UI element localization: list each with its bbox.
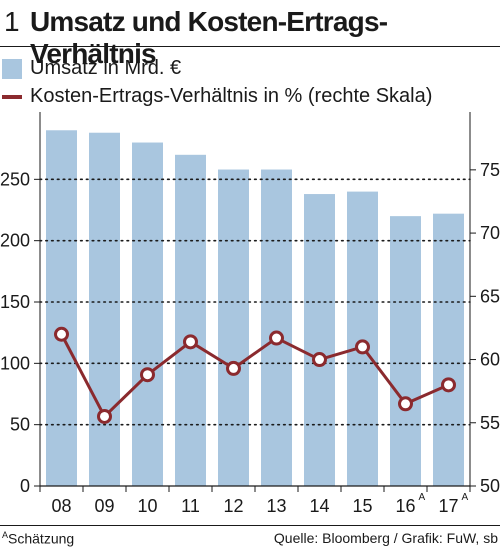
x-tick-label-08: 08 — [51, 496, 71, 516]
chart-plot: 0 50 100 150 200 250 50 55 60 65 70 75 08 09 10 11 12 13 1… — [0, 112, 500, 516]
left-tick-label-150: 150 — [0, 292, 30, 312]
legend-line-label: Kosten-Ertrags-Verhältnis in % (rechte S… — [30, 85, 433, 107]
line-point-12 — [226, 360, 241, 376]
x-tick-superscript-16: A — [419, 492, 426, 503]
x-tick-label-14: 14 — [309, 496, 329, 516]
footnote-text: Schätzung — [8, 530, 75, 547]
line-point-13 — [269, 330, 284, 346]
cost-income-line — [60, 333, 450, 418]
x-tick-label-13: 13 — [266, 496, 286, 516]
bar-12 — [218, 169, 249, 486]
x-tick-superscript-17: A — [462, 492, 469, 503]
bar-08 — [46, 130, 77, 486]
line-point-17 — [441, 377, 456, 393]
right-tick-label-50: 50 — [480, 476, 500, 496]
right-tick-label-70: 70 — [480, 223, 500, 243]
x-tick-label-11: 11 — [181, 496, 200, 516]
x-tick-label-12: 12 — [223, 496, 243, 516]
right-tick-label-75: 75 — [480, 160, 500, 180]
right-tick-label-60: 60 — [480, 350, 500, 370]
left-tick-label-50: 50 — [10, 415, 30, 435]
line-point-10 — [140, 367, 155, 383]
line-point-08 — [54, 326, 69, 342]
legend-line: Kosten-Ertrags-Verhältnis in % (rechte S… — [0, 85, 500, 109]
x-tick-label-10: 10 — [137, 496, 157, 516]
bar-14 — [304, 194, 335, 486]
left-tick-label-0: 0 — [20, 476, 30, 496]
line-point-11 — [183, 334, 198, 350]
line-point-14 — [312, 352, 327, 368]
right-tick-label-55: 55 — [480, 413, 500, 433]
footnote: ASchätzung — [2, 530, 74, 547]
chart-title-row: 1 Umsatz und Kosten-Ertrags-Verhältnis — [0, 4, 500, 69]
bar-11 — [175, 154, 206, 487]
bar-10 — [132, 142, 163, 487]
left-tick-label-250: 250 — [0, 169, 30, 189]
bar-09 — [89, 132, 120, 486]
legend-bar-swatch — [2, 59, 22, 79]
left-tick-label-200: 200 — [0, 231, 30, 251]
chart-title: Umsatz und Kosten-Ertrags-Verhältnis — [30, 6, 388, 69]
figure-number: 1 — [4, 6, 20, 37]
legend-bars: Umsatz in Mrd. € — [0, 57, 500, 81]
x-tick-label-09: 09 — [94, 496, 114, 516]
legend-line-swatch — [2, 95, 22, 99]
x-tick-label-17: 17 — [438, 496, 458, 516]
line-point-16 — [398, 396, 413, 412]
footer-divider — [0, 525, 500, 526]
x-tick-label-16: 16 — [395, 496, 415, 516]
footnote-marker: A — [2, 530, 9, 540]
line-point-09 — [97, 408, 112, 424]
left-tick-label-100: 100 — [0, 353, 30, 373]
title-divider — [0, 46, 500, 47]
bar-17 — [433, 213, 464, 486]
x-tick-label-15: 15 — [352, 496, 372, 516]
bar-16 — [390, 216, 421, 486]
bar-15 — [347, 191, 378, 486]
bar-13 — [261, 169, 292, 486]
source-credit: Quelle: Bloomberg / Grafik: FuW, sb — [273, 530, 498, 546]
legend-bar-label: Umsatz in Mrd. € — [30, 57, 182, 79]
line-point-15 — [355, 339, 370, 355]
right-tick-label-65: 65 — [480, 286, 500, 306]
